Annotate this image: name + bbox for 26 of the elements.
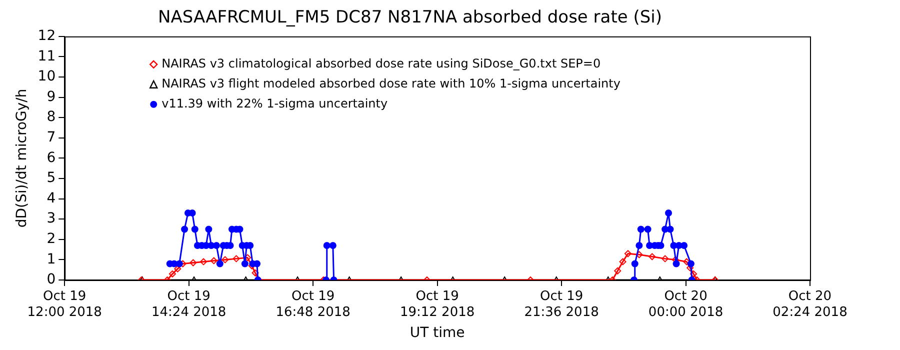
x-tick-label: Oct 20 00:00 2018: [648, 289, 724, 320]
legend-label: v11.39 with 22% 1-sigma uncertainty: [162, 96, 388, 111]
y-tick-label: 5: [46, 170, 56, 186]
y-tick-label: 11: [38, 48, 56, 64]
legend-label: NAIRAS v3 climatological absorbed dose rate using SiDose_G0.txt SEP=0: [162, 56, 601, 71]
x-tick-label: Oct 19 16:48 2018: [276, 289, 350, 320]
chart-title: NASAAFRCMUL_FM5 DC87 N817NA absorbed dose rate (Si): [158, 8, 662, 28]
x-tick-label: Oct 19 14:24 2018: [152, 289, 226, 320]
y-tick-label: 3: [46, 210, 56, 227]
x-tick-label: Oct 19 21:36 2018: [524, 289, 599, 320]
y-tick-label: 9: [46, 88, 56, 105]
y-tick-label: 6: [46, 150, 56, 166]
y-tick-label: 1: [46, 251, 56, 268]
x-axis-title: UT time: [410, 325, 465, 342]
y-tick-label: 12: [38, 28, 56, 44]
y-tick-label: 10: [38, 68, 56, 85]
x-tick-label: Oct 19 19:12 2018: [400, 289, 475, 320]
x-tick-label: Oct 19 12:00 2018: [27, 289, 102, 320]
y-tick-label: 8: [46, 109, 56, 126]
y-axis-title: dD(Si)/dt microGy/h: [14, 88, 30, 228]
y-tick-label: 4: [46, 190, 56, 206]
y-tick-label: 0: [46, 272, 56, 288]
x-tick-label: Oct 20 02:24 2018: [772, 289, 848, 320]
y-tick-label: 2: [46, 231, 56, 248]
legend-label: NAIRAS v3 flight modeled absorbed dose rate with 10% 1-sigma uncertainty: [162, 76, 620, 91]
y-tick-label: 7: [46, 130, 56, 146]
